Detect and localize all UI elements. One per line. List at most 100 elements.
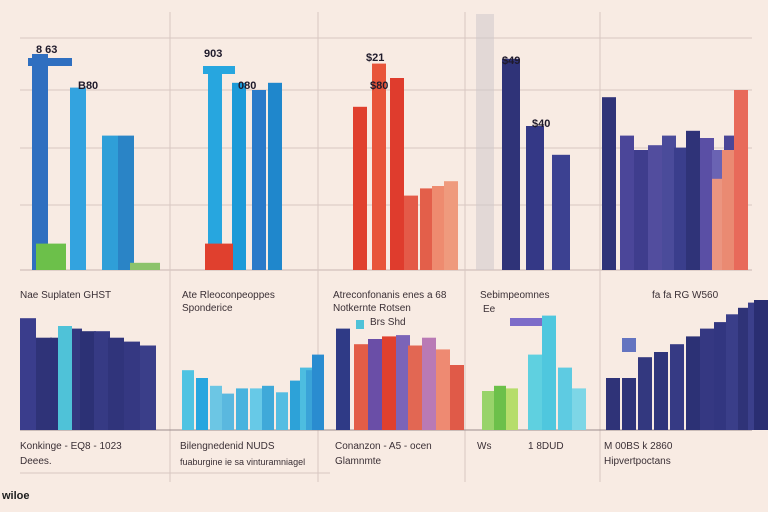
bot1-bar [36,337,52,430]
bot1-teal-bar [58,326,72,430]
bot5-bar [754,300,768,430]
bot2-bar [250,388,262,430]
top2-bar-cap [203,66,235,74]
panel-title: Nae Suplaten GHST [20,290,112,301]
bot2-bar [262,385,274,430]
top5-bar [686,130,700,270]
panel-shadow [476,14,494,270]
bot4-teal-bar [572,388,586,430]
footer-text: wiloe [2,490,30,502]
panel-footer: fuaburgine ie sa vinturamniagel [180,457,306,467]
top3-bar [404,195,418,270]
panel-title: Ate Rleoconpeoppes [182,290,275,301]
value-label: $40 [532,118,551,130]
bot4-green-bar [482,391,494,430]
bot3-bar [436,349,450,430]
panel-footer: M 00BS k 2860 [604,441,673,452]
panel-footer: 1 8DUD [528,441,564,452]
top5-bar [674,147,688,270]
bot1-bar [20,318,36,430]
top5-salmon-bar [722,150,736,270]
legend-label: Brs Shd [370,317,406,328]
panel-footer: Glamnmte [335,456,382,467]
top2-bar [232,82,246,270]
top5-bar [662,135,676,270]
bot5-bar [700,328,714,430]
top1-bar [32,54,48,270]
bot2-bar [196,378,208,430]
bot1-bar [94,331,110,430]
top5-bar [634,150,648,270]
top1-bar [118,135,134,270]
bot2-bar [210,385,222,430]
bot5-bar [670,344,684,430]
top3-bar [372,63,386,270]
top2-bar [268,82,282,270]
legend-swatch [510,318,542,326]
top2-bar [208,66,222,270]
top1-green-bar [130,262,160,270]
bot3-bar [422,337,436,430]
top2-bar [252,90,266,270]
value-label: 080 [238,80,257,92]
top5-bar [648,145,662,270]
panel-footer: Hipvertpoctans [604,456,671,467]
bot5-bar-cap [622,338,636,352]
bot1-bar [124,341,140,430]
bot4-green-bar [506,388,518,430]
top4-bar [502,58,520,270]
value-label: B80 [78,80,99,92]
top5-salmon-bar [734,90,748,270]
bot2-bar [182,370,194,430]
top1-green-bar [36,243,66,270]
panel-subtitle: Sponderice [182,303,233,314]
top5-bar [620,135,634,270]
legend-label: Ee [483,304,496,315]
panel-footer: Konkinge - EQ8 - 1023 [20,441,122,452]
bot3-bar [408,345,422,430]
bot1-bar [108,337,124,430]
legend-swatch [356,320,364,329]
value-label: 903 [204,48,223,60]
value-label: 8 63 [36,44,58,56]
top1-bar-cap [28,58,72,66]
bot5-bar [606,378,620,430]
top3-bar [432,186,446,270]
value-label: $80 [370,80,389,92]
bot3-bar [368,339,382,430]
bot1-bar [140,345,156,430]
bot2-bar [236,388,248,430]
top5-bar [700,138,714,270]
bot5-bar [714,322,728,430]
top1-bar [70,87,86,270]
bot4-teal-bar [558,367,572,430]
top3-bar [420,188,434,270]
bot2-bar [312,354,324,430]
bot3-bar [336,328,350,430]
top1-bar [102,135,118,270]
bot5-bar [654,352,668,430]
value-label: $21 [366,52,385,64]
panel-subtitle: Notkernte Rotsen [333,303,411,314]
bot5-bar [622,378,636,430]
top4-bar [526,126,544,270]
bot5-bar [638,357,652,430]
top5-bar [602,97,616,270]
top4-bar [552,154,570,270]
bot3-bar [354,344,368,430]
top2-red-bar [205,243,233,270]
panel-title: Atreconfonanis enes a 68 [333,290,447,301]
top3-bar [353,106,367,270]
top3-bar [444,181,458,270]
panel-footer: Deees. [20,456,52,467]
panel-footer: Conanzon - A5 - ocen [335,441,432,452]
panel-footer: Ws [477,441,492,452]
top3-bar [390,78,404,270]
bot5-bar [726,314,740,430]
bot3-bar [382,336,396,430]
panel-title: fa fa RG W560 [652,290,719,301]
bot2-bar [276,392,288,430]
bot4-green-bar [494,385,506,430]
panel-title: Sebimpeomnes [480,290,550,301]
